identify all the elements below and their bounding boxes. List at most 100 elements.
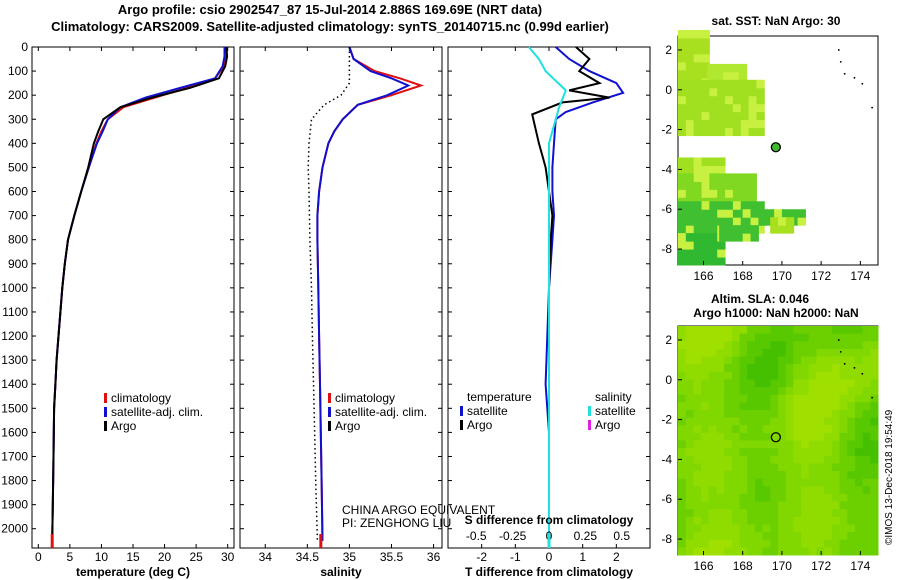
temperature-series-argo <box>51 46 229 541</box>
sla-cell <box>785 356 794 365</box>
sst-cell <box>797 217 806 226</box>
sla-cell <box>793 364 802 373</box>
sst-cell <box>732 173 742 182</box>
sla-cell <box>739 379 748 388</box>
sla-cell <box>785 348 794 358</box>
sst-cell <box>717 241 726 250</box>
sla-cell <box>716 379 725 388</box>
sla-cell <box>847 356 856 365</box>
sla-cell <box>816 432 825 441</box>
sla-cell <box>847 455 856 464</box>
sla-cell <box>801 326 810 335</box>
sla-cell <box>793 539 802 548</box>
difference-legend-salinity-swatch <box>588 420 591 430</box>
sla-cell <box>762 501 771 510</box>
difference-s-tick-label: -0.25 <box>499 529 527 543</box>
sla-cell <box>693 547 702 556</box>
sla-cell <box>708 524 717 533</box>
sla-cell <box>847 364 856 373</box>
sla-cell <box>770 486 779 495</box>
sla-cell <box>739 448 748 457</box>
sla-cell <box>754 455 764 464</box>
sst-cell <box>730 71 740 81</box>
sst-cell <box>693 209 703 218</box>
sst-cell <box>701 30 710 39</box>
sla-cell <box>708 509 717 518</box>
sla_map-ytick-label: -6 <box>661 492 672 506</box>
sla-cell <box>785 455 794 464</box>
sla-cell <box>731 417 741 426</box>
sla-cell <box>770 409 779 419</box>
sst-cell <box>717 189 726 198</box>
sla-cell <box>854 409 864 419</box>
sla-cell <box>824 333 833 342</box>
sla-cell <box>831 448 841 457</box>
sla-cell <box>824 478 833 487</box>
sst-cell <box>717 95 726 105</box>
sla-cell <box>839 524 848 533</box>
sla-cell <box>770 440 779 449</box>
sst_map-xtick-label: 174 <box>850 269 870 283</box>
sst-cell <box>678 119 687 129</box>
sla-cell <box>685 409 694 419</box>
sla-cell <box>816 524 825 533</box>
sla-cell <box>762 524 771 533</box>
sla-cell <box>839 463 848 472</box>
depth-tick-label: 100 <box>8 64 28 78</box>
sla-cell <box>693 524 702 533</box>
sla-cell <box>693 348 702 358</box>
sla-cell <box>778 417 787 426</box>
sla-cell <box>701 356 710 365</box>
sst-cell <box>678 79 687 89</box>
sla-cell <box>847 501 856 510</box>
sla-cell <box>785 463 794 472</box>
sla-cell <box>716 440 725 449</box>
sla-cell <box>739 417 748 426</box>
sla-cell <box>831 486 841 495</box>
sst-cell <box>685 217 695 226</box>
sla-cell <box>862 387 871 396</box>
sla-cell <box>770 425 779 434</box>
sla-cell <box>716 455 725 464</box>
sla-cell <box>701 341 710 350</box>
sla-cell <box>801 440 810 449</box>
sla-cell <box>724 478 733 487</box>
sst-cell <box>678 30 687 39</box>
sst-cell <box>725 127 734 137</box>
sst-cell <box>709 157 718 166</box>
sla-cell <box>824 425 833 434</box>
sla-cell <box>778 379 787 388</box>
sla-cell <box>739 509 748 518</box>
sla-cell <box>793 493 802 503</box>
sla-cell <box>847 326 856 335</box>
sla-cell <box>693 501 702 510</box>
sst-cell <box>717 249 726 258</box>
sla-cell <box>747 478 756 487</box>
sla-cell <box>801 341 810 350</box>
sla-cell <box>739 333 748 342</box>
sla-cell <box>754 478 764 487</box>
sla-cell <box>754 432 764 441</box>
sst-cell <box>732 87 742 97</box>
sla-cell <box>739 471 748 480</box>
sst-cell <box>750 233 759 242</box>
sst-cell <box>693 53 703 63</box>
sla-cell <box>847 532 856 541</box>
sst-cell <box>734 233 744 242</box>
sla-cell <box>801 509 810 518</box>
sst-cell <box>685 61 695 71</box>
sla-cell <box>862 364 871 373</box>
sla-cell <box>778 371 787 380</box>
sst-cell <box>709 79 718 89</box>
sla-cell <box>778 532 787 541</box>
sla-cell <box>754 440 764 449</box>
sla-cell <box>731 425 741 434</box>
sla-cell <box>839 448 848 457</box>
sla-cell <box>708 417 717 426</box>
difference-legend-salinity-label: satellite <box>595 404 636 418</box>
sst_map-ytick-label: -8 <box>661 242 672 256</box>
sla-cell <box>824 516 833 525</box>
sla-cell <box>747 448 756 457</box>
sla-cell <box>731 440 741 449</box>
